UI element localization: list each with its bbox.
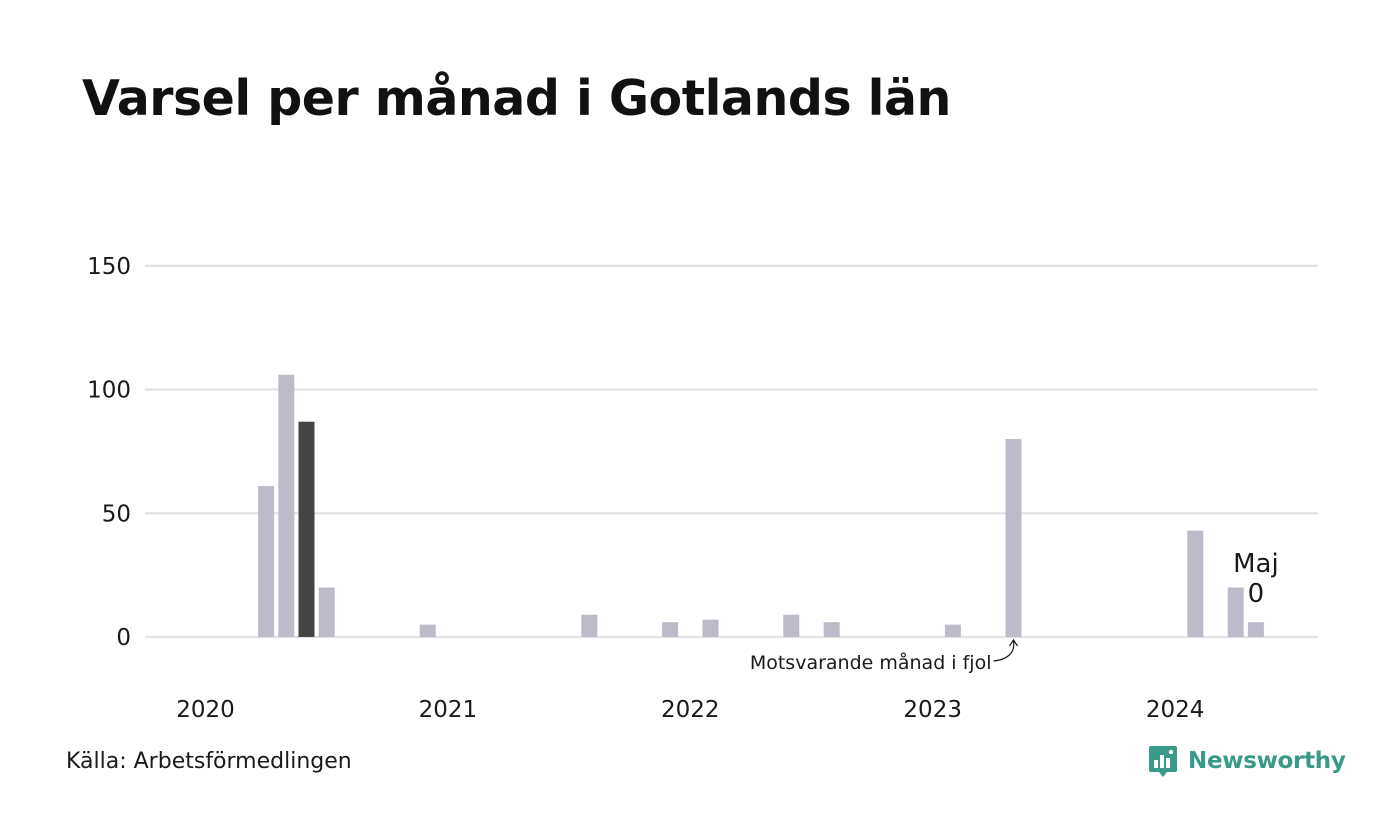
current-month-value: 0 xyxy=(1248,579,1265,609)
brand-logo: Newsworthy xyxy=(1148,744,1346,778)
bar xyxy=(944,624,961,637)
brand-name: Newsworthy xyxy=(1188,748,1346,774)
annotation-arrowhead xyxy=(1009,638,1018,647)
y-tick-label: 0 xyxy=(116,625,131,651)
y-tick-label: 50 xyxy=(102,501,131,527)
bar xyxy=(581,614,598,637)
current-month-label: Maj xyxy=(1233,549,1279,579)
bar xyxy=(1187,530,1204,637)
y-tick-label: 100 xyxy=(87,378,131,404)
bar xyxy=(783,614,800,637)
x-tick-label: 2021 xyxy=(419,697,478,723)
annotation-arrow xyxy=(993,640,1015,662)
x-tick-label: 2024 xyxy=(1146,697,1205,723)
bar xyxy=(278,374,295,637)
x-tick-label: 2020 xyxy=(176,697,235,723)
bar xyxy=(702,619,719,637)
annotation-label: Motsvarande månad i fjol xyxy=(750,651,992,674)
bar xyxy=(298,421,315,637)
bar xyxy=(662,622,679,637)
newsworthy-logo-icon xyxy=(1149,746,1177,777)
bar xyxy=(258,486,275,637)
bar xyxy=(823,622,840,637)
bar xyxy=(1227,587,1244,637)
bar xyxy=(1247,622,1264,637)
source-note: Källa: Arbetsförmedlingen xyxy=(66,749,352,774)
x-tick-label: 2023 xyxy=(903,697,962,723)
x-tick-label: 2022 xyxy=(661,697,720,723)
bar xyxy=(318,587,335,637)
bar xyxy=(1005,439,1022,637)
y-tick-label: 150 xyxy=(87,254,131,280)
bar xyxy=(419,624,436,637)
chart-title: Varsel per månad i Gotlands län xyxy=(82,70,951,127)
